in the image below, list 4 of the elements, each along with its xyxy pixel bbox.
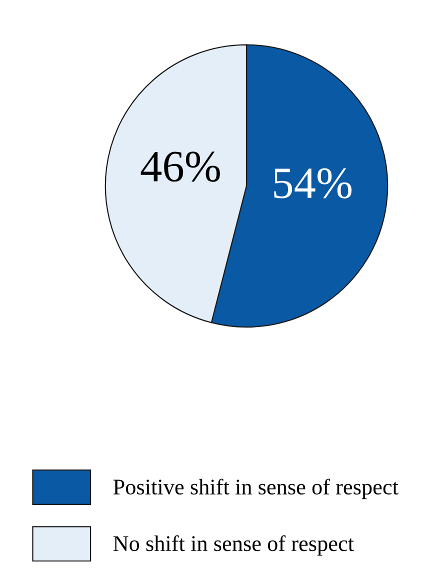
data-label: 46% [140, 152, 220, 182]
legend-label: No shift in sense of respect [113, 535, 354, 556]
legend-label: Positive shift in sense of respect [113, 478, 398, 500]
data-label: 54% [274, 168, 352, 198]
